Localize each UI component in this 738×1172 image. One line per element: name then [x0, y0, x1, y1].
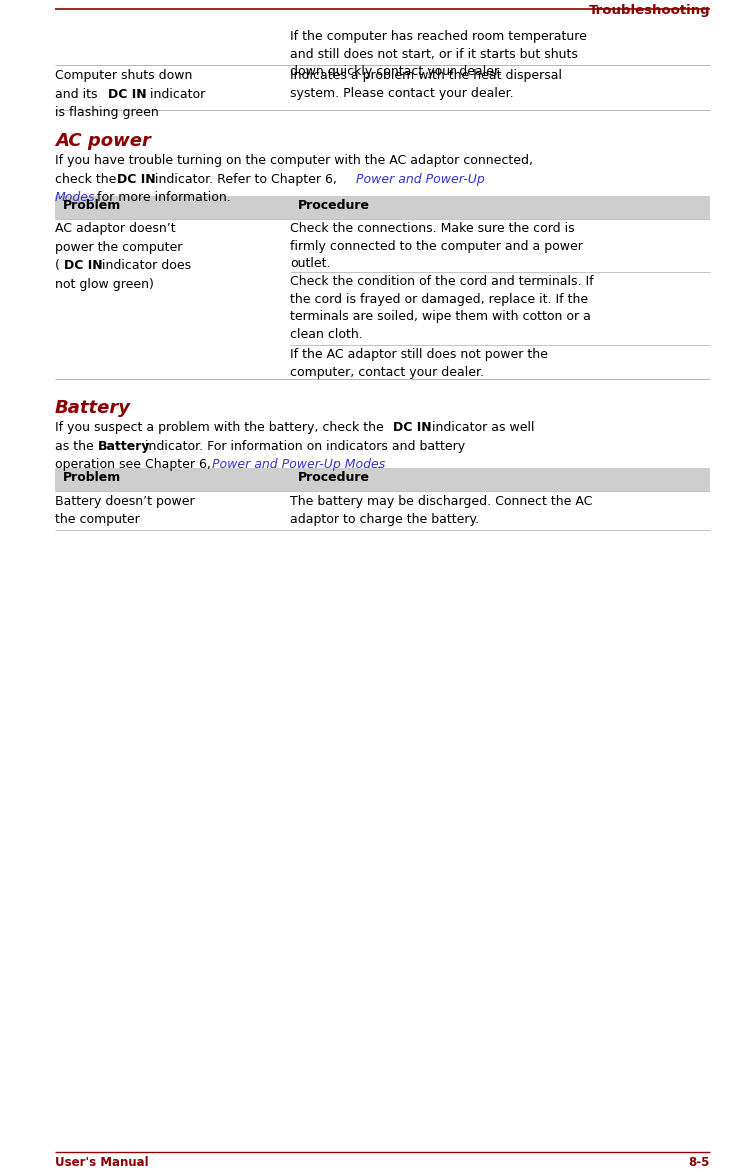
Text: (: ( — [55, 259, 60, 272]
Text: for more information.: for more information. — [92, 191, 230, 204]
Text: indicator. For information on indicators and battery: indicator. For information on indicators… — [141, 440, 465, 452]
Text: Check the connections. Make sure the cord is
firmly connected to the computer an: Check the connections. Make sure the cor… — [290, 222, 583, 270]
Text: operation see Chapter 6,: operation see Chapter 6, — [55, 458, 215, 471]
Text: DC IN: DC IN — [393, 421, 432, 434]
Text: DC IN: DC IN — [108, 88, 147, 101]
Text: Battery: Battery — [55, 398, 131, 417]
Text: Check the condition of the cord and terminals. If
the cord is frayed or damaged,: Check the condition of the cord and term… — [290, 275, 593, 341]
Text: If you suspect a problem with the battery, check the: If you suspect a problem with the batter… — [55, 421, 387, 434]
Text: indicator as well: indicator as well — [427, 421, 534, 434]
Text: DC IN: DC IN — [117, 172, 155, 185]
Text: Procedure: Procedure — [298, 198, 370, 211]
Text: User's Manual: User's Manual — [55, 1156, 148, 1168]
Text: Power and Power-Up Modes: Power and Power-Up Modes — [212, 458, 385, 471]
Text: power the computer: power the computer — [55, 240, 182, 253]
Text: AC adaptor doesn’t: AC adaptor doesn’t — [55, 222, 176, 236]
Text: 8-5: 8-5 — [689, 1156, 710, 1168]
Text: Troubleshooting: Troubleshooting — [588, 4, 710, 18]
Text: Modes: Modes — [55, 191, 95, 204]
Text: and its: and its — [55, 88, 102, 101]
Text: as the: as the — [55, 440, 97, 452]
Text: Problem: Problem — [63, 470, 121, 484]
Text: The battery may be discharged. Connect the AC
adaptor to charge the battery.: The battery may be discharged. Connect t… — [290, 495, 593, 525]
Text: Battery: Battery — [98, 440, 151, 452]
Text: .: . — [377, 458, 381, 471]
Text: If the AC adaptor still does not power the
computer, contact your dealer.: If the AC adaptor still does not power t… — [290, 348, 548, 379]
Bar — [55, 468, 710, 491]
Text: not glow green): not glow green) — [55, 278, 154, 291]
Text: indicator does: indicator does — [98, 259, 191, 272]
Text: check the: check the — [55, 172, 120, 185]
Text: If you have trouble turning on the computer with the AC adaptor connected,: If you have trouble turning on the compu… — [55, 154, 533, 166]
Text: Problem: Problem — [63, 198, 121, 211]
Text: DC IN: DC IN — [63, 259, 102, 272]
Text: Computer shuts down: Computer shuts down — [55, 69, 193, 82]
Text: Procedure: Procedure — [298, 470, 370, 484]
Bar — [55, 196, 710, 218]
Text: Power and Power-Up: Power and Power-Up — [356, 172, 485, 185]
Text: AC power: AC power — [55, 132, 151, 150]
Text: is flashing green: is flashing green — [55, 105, 159, 120]
Text: Indicates a problem with the heat dispersal
system. Please contact your dealer.: Indicates a problem with the heat disper… — [290, 69, 562, 100]
Text: Battery doesn’t power
the computer: Battery doesn’t power the computer — [55, 495, 195, 525]
Text: If the computer has reached room temperature
and still does not start, or if it : If the computer has reached room tempera… — [290, 30, 587, 79]
Text: indicator: indicator — [146, 88, 205, 101]
Text: indicator. Refer to Chapter 6,: indicator. Refer to Chapter 6, — [151, 172, 341, 185]
